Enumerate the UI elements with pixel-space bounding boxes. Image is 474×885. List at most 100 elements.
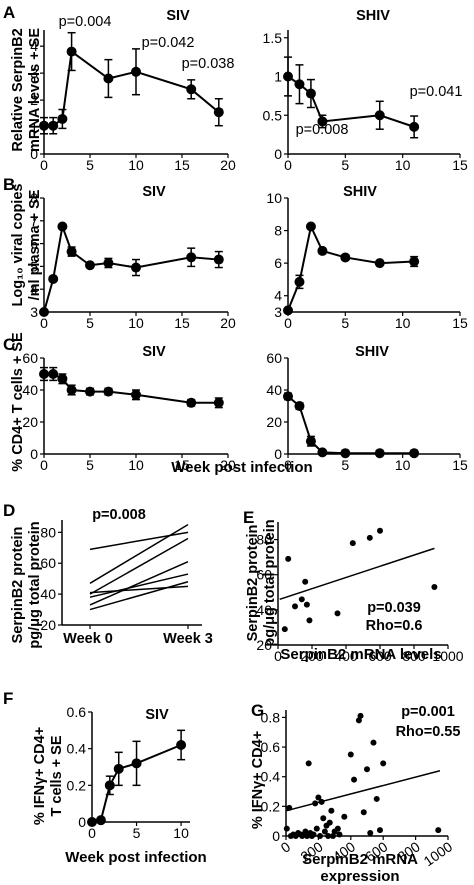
scatter-point: [349, 540, 356, 547]
scatter-point: [315, 794, 322, 801]
annotation-p-value: p=0.041: [410, 84, 463, 100]
y-tick-label: 40: [256, 602, 272, 618]
y-tick-label: 0: [30, 446, 38, 462]
x-tick-label: 5: [341, 157, 349, 173]
chart-title: SIV: [142, 344, 166, 360]
annotation-rho: Rho=0.55: [396, 724, 461, 740]
y-tick-label: 0.4: [67, 741, 87, 757]
data-point: [57, 373, 68, 384]
panel-letter-g: G: [251, 701, 264, 720]
y-tick-label: 3: [30, 65, 38, 81]
scatter-point: [320, 815, 327, 822]
x-axis-label: SerpinB2 mRNA levels: [280, 646, 441, 663]
y-tick-label: 4: [274, 288, 282, 304]
y-tick-label: 40: [22, 382, 38, 398]
panel-letter-e: E: [243, 508, 254, 527]
chart-b-siv: SIV 0 5 10 15 20 3 4 5 6 7 8: [30, 184, 236, 331]
fit-line: [285, 770, 441, 812]
y-tick-label: 6: [30, 236, 38, 252]
scatter-point: [292, 603, 298, 610]
panel-letter-f: F: [3, 689, 13, 708]
data-point: [294, 401, 305, 411]
data-point: [85, 386, 95, 397]
scatter-point: [380, 760, 387, 767]
chart-title: SIV: [145, 707, 169, 723]
data-point: [87, 817, 97, 827]
scatter-point: [334, 610, 341, 617]
x-category-label: Week 0: [63, 631, 113, 647]
chart-c-siv: SIV 0 5 10 15 20 0 20 40 60: [22, 344, 236, 473]
y-tick-label: 5: [30, 258, 38, 274]
y-tick-label: 8: [274, 223, 282, 239]
y-tick-label: 40: [40, 586, 56, 602]
scatter-point: [341, 813, 348, 820]
data-point: [409, 448, 420, 459]
scatter-point: [360, 809, 367, 816]
chart-a-siv: SIV p=0.004 p=0.042 p=0.038 0 5 10 15 20 0 1 2 3…: [30, 8, 236, 173]
annotation-p-value: p=0.039: [367, 600, 421, 616]
y-tick-label: 10: [266, 190, 282, 206]
data-point: [57, 113, 68, 124]
y-tick-label: 0.2: [67, 777, 87, 793]
data-point: [283, 391, 293, 402]
x-tick-label: 15: [174, 457, 190, 473]
y-tick-label: 80: [256, 532, 272, 548]
data-point: [317, 245, 328, 256]
x-tick-label: 15: [452, 157, 468, 173]
data-point: [294, 276, 305, 287]
y-axis-label-a-line2: mRNA levels + SE: [27, 28, 43, 152]
data-point: [186, 252, 197, 263]
chart-f: % IFNγ+ CD4+ T cells + SE SIV Week post …: [32, 704, 207, 866]
x-tick-label: 5: [341, 315, 349, 331]
y-tick-label: 4: [30, 38, 38, 54]
scatter-point: [325, 833, 332, 839]
x-tick-label: 15: [174, 315, 190, 331]
annotation-p-value: p=0.008: [92, 507, 146, 523]
panel-letter-d: D: [3, 501, 15, 520]
scatter-point: [303, 601, 310, 608]
data-point: [95, 815, 106, 826]
scatter-point: [285, 555, 292, 562]
series-line: [287, 395, 415, 455]
y-tick-label: 0.6: [261, 739, 281, 755]
scatter-point: [367, 830, 374, 837]
data-point: [131, 66, 141, 77]
chart-g: % IFNγ+ CD4+ SerpinB2 mRNA expression p=…: [250, 704, 460, 885]
data-point: [374, 258, 385, 269]
y-tick-label: 0: [274, 446, 282, 462]
x-axis-label-line1: SerpinB2 mRNA: [302, 851, 418, 868]
scatter-point: [302, 578, 309, 585]
series-line: [287, 75, 415, 128]
data-point: [66, 46, 77, 57]
y-axis-label-a-line1: Relative SerpinB2: [10, 28, 26, 151]
y-tick-label: 6: [274, 255, 282, 271]
y-tick-label: 0.4: [261, 769, 281, 785]
data-point: [131, 389, 141, 400]
y-tick-label: 60: [22, 350, 38, 366]
data-point: [39, 307, 49, 317]
y-tick-label: 8: [30, 190, 38, 206]
scatter-point: [373, 795, 380, 802]
y-tick-label: 60: [40, 555, 56, 571]
data-point: [48, 120, 59, 131]
series-line: [287, 223, 415, 311]
data-point: [103, 257, 114, 268]
y-axis-label-line1: SerpinB2 protein: [245, 525, 261, 642]
y-tick-label: 3: [30, 304, 38, 320]
y-tick-label: 20: [266, 414, 282, 430]
data-point: [317, 447, 328, 458]
x-tick-label: 15: [452, 457, 468, 473]
y-tick-label: 40: [266, 382, 282, 398]
x-tick-label: 10: [128, 457, 144, 473]
y-tick-label: 0.5: [263, 107, 283, 123]
x-tick-label: 600: [368, 648, 392, 664]
data-point: [305, 221, 316, 232]
chart-title: SHIV: [355, 344, 389, 360]
data-point: [283, 305, 293, 316]
y-tick-label: 20: [22, 414, 38, 430]
data-point: [317, 116, 328, 127]
x-tick-label: 0: [278, 838, 294, 856]
data-point: [48, 273, 59, 284]
data-point: [176, 740, 187, 750]
